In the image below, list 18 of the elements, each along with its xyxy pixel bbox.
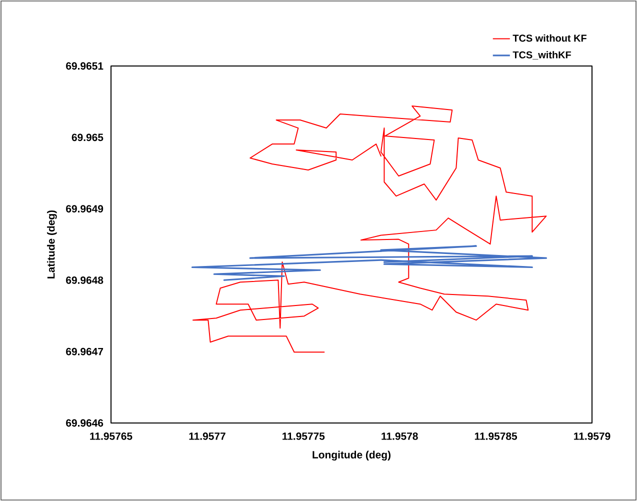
x-tick-label: 11.9578 — [382, 432, 418, 440]
y-axis-title: Latitude (deg) — [47, 210, 57, 278]
line-series — [192, 106, 547, 353]
legend-label: TCS_withKF — [512, 51, 571, 60]
x-tick-label: 11.95765 — [90, 432, 132, 440]
x-tick-label: 11.95785 — [474, 432, 518, 440]
x-tick-label: 11.9577 — [189, 432, 226, 440]
x-axis-title: Longitude (deg) — [312, 450, 390, 461]
y-tick-label: 69.965 — [72, 134, 104, 142]
y-tick-label: 69.9648 — [66, 276, 104, 284]
y-tick-label: 69.9646 — [66, 419, 104, 427]
legend-label: TCS without KF — [512, 34, 586, 42]
line-series — [191, 245, 548, 281]
y-tick-label: 69.9647 — [66, 348, 104, 356]
y-tick-label: 69.9649 — [66, 205, 104, 212]
x-tick-label: 11.9579 — [574, 432, 610, 440]
x-tick-label: 11.95775 — [282, 432, 325, 440]
y-tick-label: 69.9651 — [66, 62, 104, 70]
